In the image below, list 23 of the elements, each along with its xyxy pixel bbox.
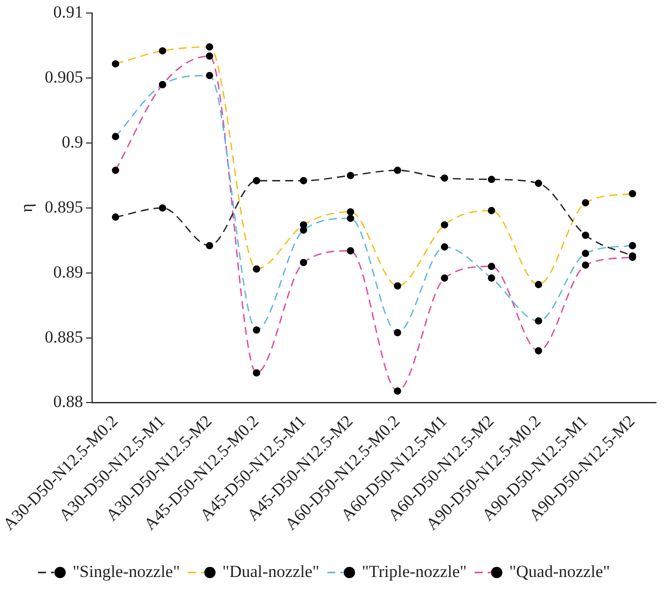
legend-label: "Dual-nozzle" — [222, 562, 320, 581]
y-tick-label: 0.895 — [44, 197, 84, 216]
legend-label: "Quad-nozzle" — [509, 562, 610, 581]
legend-label: "Single-nozzle" — [72, 562, 180, 581]
y-tick-label: 0.905 — [44, 68, 84, 87]
y-axis-title: η — [17, 204, 36, 212]
point — [582, 232, 590, 239]
point — [488, 176, 496, 184]
point — [534, 180, 542, 187]
y-tick-label: 0.89 — [53, 262, 84, 282]
point — [394, 166, 402, 174]
y-tick-label: 0.88 — [53, 392, 84, 412]
point — [346, 172, 354, 180]
point — [112, 213, 120, 221]
point — [440, 174, 448, 182]
point — [206, 242, 214, 250]
point — [252, 177, 260, 184]
y-tick-label: 0.91 — [53, 2, 84, 22]
legend-label: "Triple-nozzle" — [362, 562, 467, 581]
y-tick-label: 0.885 — [44, 327, 84, 346]
y-tick-label: 0.9 — [62, 132, 84, 152]
point — [300, 177, 308, 184]
point — [158, 204, 166, 212]
